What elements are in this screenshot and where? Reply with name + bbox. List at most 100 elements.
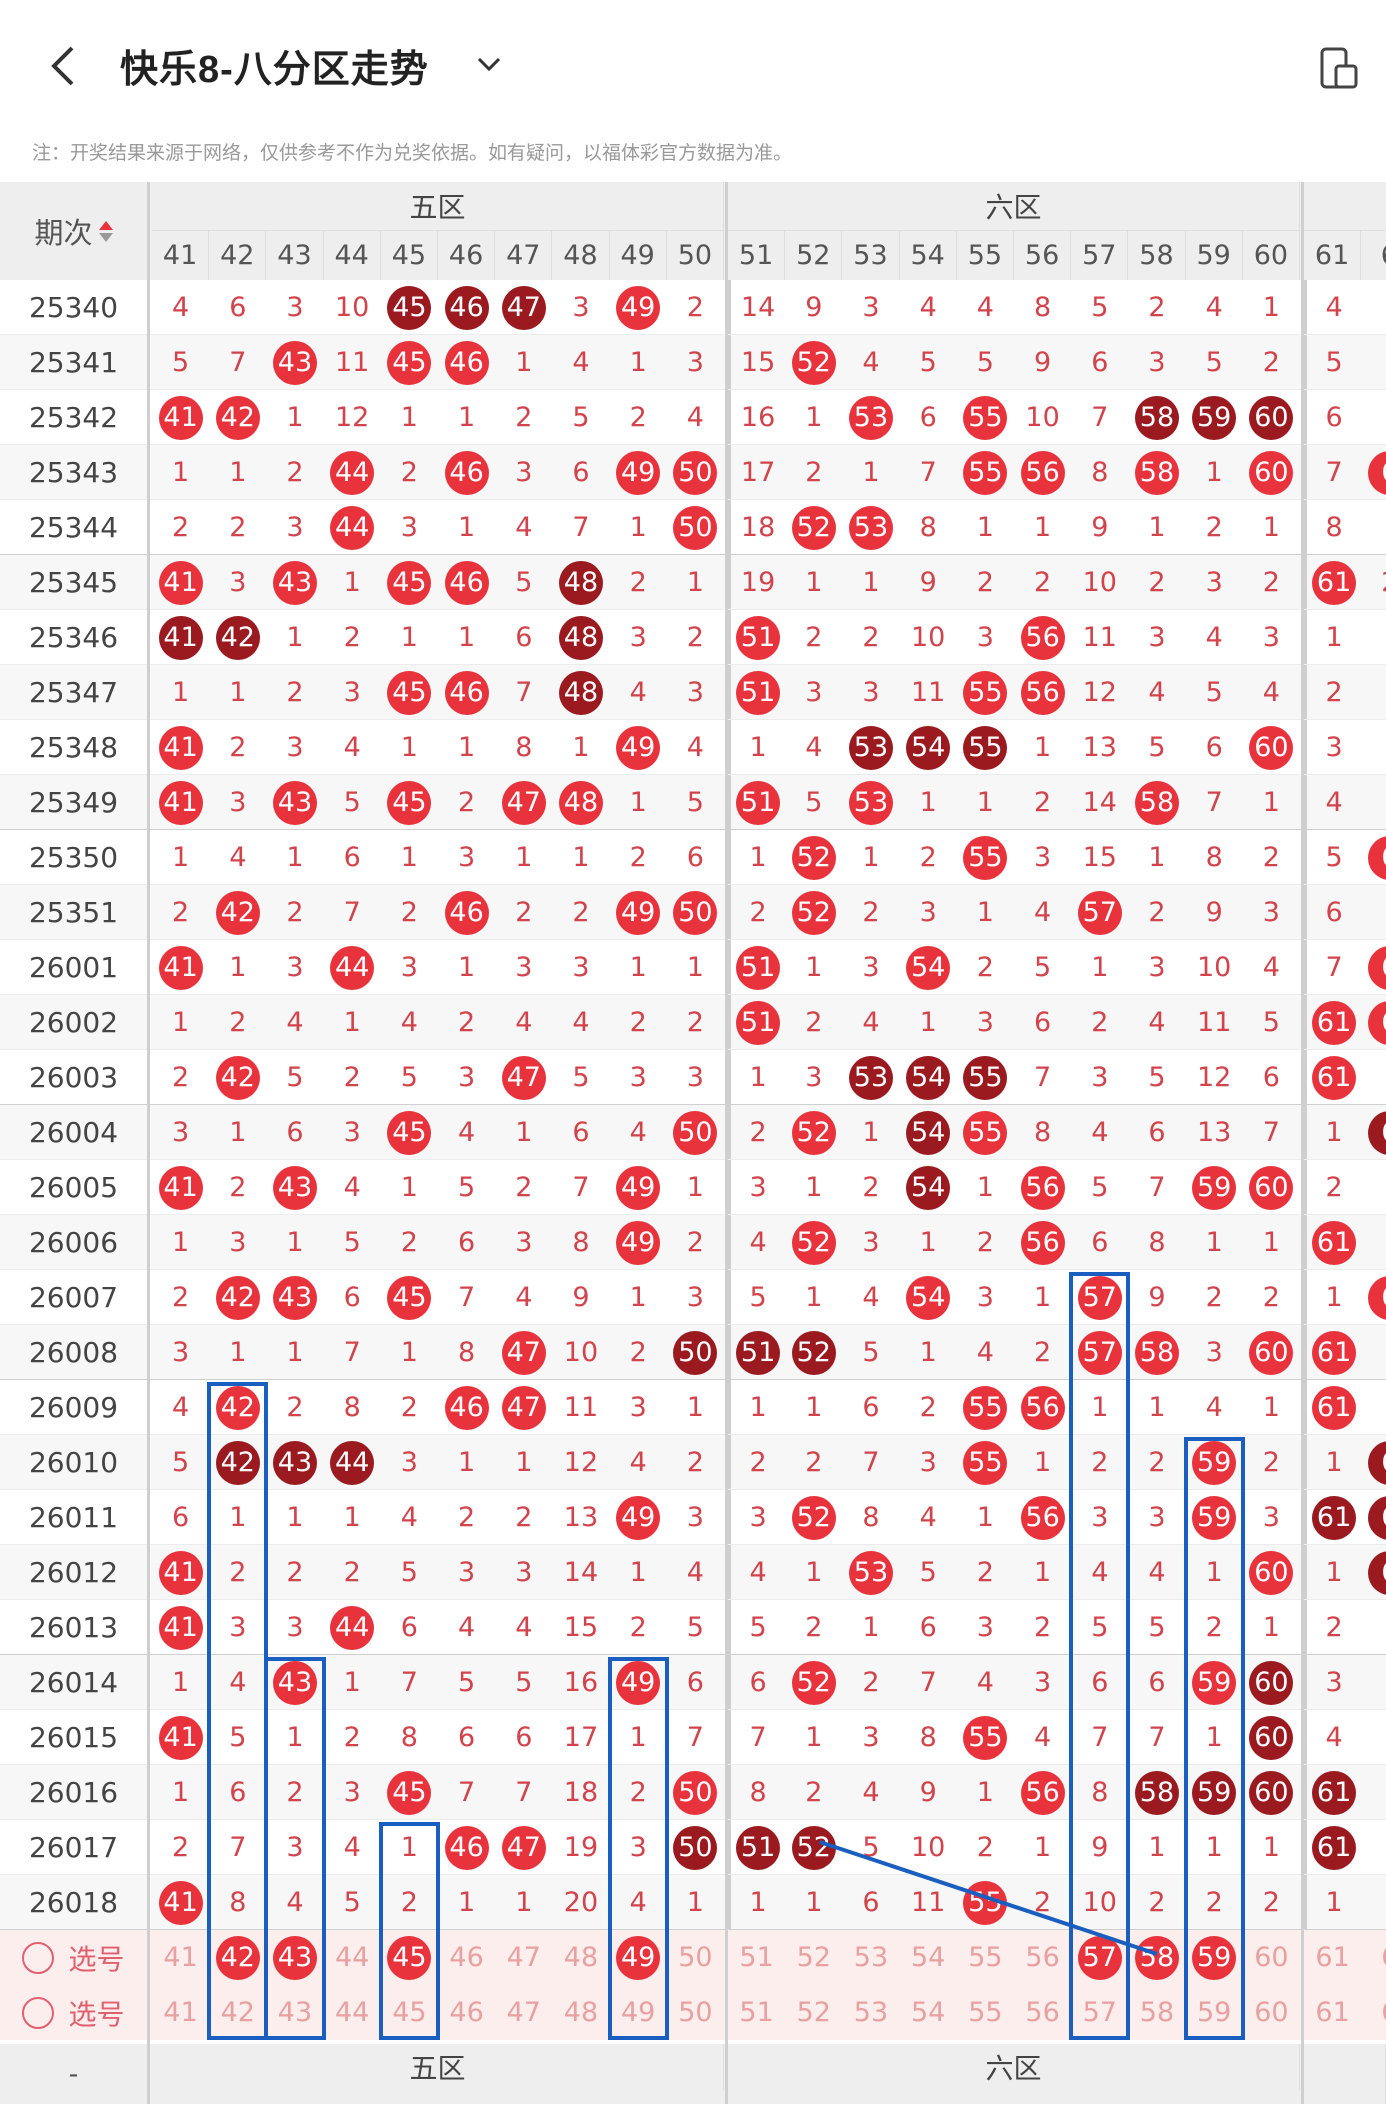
pick-number[interactable]: 52: [796, 1942, 831, 1973]
pick-number[interactable]: 50: [678, 1942, 713, 1973]
pick-number[interactable]: 46: [449, 1942, 484, 1973]
radio-icon[interactable]: [22, 1941, 55, 1974]
pick-cell[interactable]: 43: [266, 1930, 323, 1985]
pick-number[interactable]: 58: [1139, 1997, 1175, 2028]
pick-number[interactable]: 51: [739, 1942, 774, 1973]
pick-number[interactable]: 56: [1025, 1997, 1060, 2028]
pick-cell[interactable]: 45: [381, 1930, 438, 1985]
pick-cell[interactable]: 58: [1128, 1930, 1185, 1985]
pick-cell[interactable]: 42: [209, 1930, 266, 1985]
pick-cell[interactable]: 41: [152, 1930, 209, 1985]
select-row-label[interactable]: 选号: [0, 1985, 150, 2040]
pick-number[interactable]: 56: [1025, 1942, 1060, 1973]
pick-number[interactable]: 44: [335, 1997, 370, 2028]
pick-cell[interactable]: 54: [900, 1930, 957, 1985]
pick-number[interactable]: 60: [1254, 1942, 1289, 1973]
pick-number[interactable]: 41: [163, 1942, 198, 1973]
pick-cell[interactable]: 51: [728, 1930, 785, 1985]
pick-cell[interactable]: 41: [152, 1985, 209, 2040]
pick-cell[interactable]: 51: [728, 1985, 785, 2040]
pick-number[interactable]: 48: [563, 1997, 599, 2028]
pick-cell[interactable]: 48: [552, 1985, 609, 2040]
pick-number[interactable]: 61: [1315, 1942, 1350, 1973]
pick-number[interactable]: 53: [853, 1942, 889, 1973]
pick-number[interactable]: 61: [1315, 1997, 1350, 2028]
pick-cell[interactable]: 55: [957, 1985, 1014, 2040]
pick-cell[interactable]: 45: [381, 1985, 438, 2040]
tablet-icon[interactable]: [1318, 46, 1360, 90]
pick-cell[interactable]: 59: [1186, 1985, 1243, 2040]
pick-cell[interactable]: 50: [667, 1930, 724, 1985]
picked-number-ball[interactable]: 57: [1077, 1935, 1122, 1980]
pick-cell[interactable]: 52: [785, 1930, 842, 1985]
number-cell: 51: [728, 940, 785, 995]
miss-count: 4: [629, 1887, 647, 1918]
pick-cell[interactable]: 44: [324, 1985, 381, 2040]
pick-number[interactable]: 54: [911, 1997, 946, 2028]
pick-cell[interactable]: 48: [552, 1930, 609, 1985]
pick-number[interactable]: 6: [1381, 1942, 1386, 1973]
picked-number-ball[interactable]: 49: [616, 1935, 661, 1980]
pick-cell[interactable]: 49: [610, 1985, 667, 2040]
pick-cell[interactable]: 55: [957, 1930, 1014, 1985]
page-title[interactable]: 快乐8-八分区走势: [120, 49, 429, 91]
pick-cell[interactable]: 61: [1304, 1930, 1361, 1985]
picked-number-ball[interactable]: 58: [1134, 1935, 1179, 1980]
pick-cell[interactable]: 53: [842, 1930, 899, 1985]
pick-cell[interactable]: 43: [266, 1985, 323, 2040]
pick-cell[interactable]: 47: [495, 1985, 552, 2040]
pick-cell[interactable]: 57: [1071, 1930, 1128, 1985]
pick-cell[interactable]: 59: [1186, 1930, 1243, 1985]
pick-number[interactable]: 42: [220, 1997, 255, 2028]
pick-cell[interactable]: 42: [209, 1985, 266, 2040]
pick-cell[interactable]: 46: [438, 1985, 495, 2040]
picked-number-ball[interactable]: 59: [1192, 1935, 1237, 1980]
pick-number[interactable]: 41: [163, 1997, 198, 2028]
pick-number[interactable]: 48: [563, 1942, 599, 1973]
pick-cell[interactable]: 6: [1361, 1985, 1386, 2040]
pick-number[interactable]: 45: [392, 1997, 427, 2028]
pick-number[interactable]: 60: [1254, 1997, 1289, 2028]
pick-cell[interactable]: 60: [1243, 1985, 1300, 2040]
pick-cell[interactable]: 57: [1071, 1985, 1128, 2040]
picked-number-ball[interactable]: 43: [272, 1935, 317, 1980]
pick-cell[interactable]: 46: [438, 1930, 495, 1985]
pick-number[interactable]: 52: [796, 1997, 831, 2028]
pick-number[interactable]: 54: [911, 1942, 946, 1973]
picked-number-ball[interactable]: 42: [215, 1935, 260, 1980]
period-header[interactable]: 期次: [0, 182, 150, 280]
pick-cell[interactable]: 49: [610, 1930, 667, 1985]
sort-arrows-icon[interactable]: [98, 220, 113, 242]
back-arrow-icon[interactable]: [44, 44, 84, 88]
pick-number[interactable]: 44: [335, 1942, 370, 1973]
pick-number[interactable]: 47: [506, 1942, 541, 1973]
pick-number[interactable]: 6: [1381, 1997, 1386, 2028]
pick-number[interactable]: 55: [968, 1942, 1003, 1973]
pick-number[interactable]: 59: [1197, 1997, 1232, 2028]
pick-cell[interactable]: 50: [667, 1985, 724, 2040]
pick-number[interactable]: 55: [968, 1997, 1003, 2028]
pick-cell[interactable]: 47: [495, 1930, 552, 1985]
pick-number[interactable]: 47: [506, 1997, 541, 2028]
radio-icon[interactable]: [22, 1996, 55, 2029]
pick-cell[interactable]: 52: [785, 1985, 842, 2040]
pick-cell[interactable]: 61: [1304, 1985, 1361, 2040]
chevron-down-icon[interactable]: [474, 52, 504, 76]
pick-number[interactable]: 57: [1082, 1997, 1117, 2028]
pick-number[interactable]: 49: [621, 1997, 656, 2028]
pick-cell[interactable]: 60: [1243, 1930, 1300, 1985]
pick-cell[interactable]: 53: [842, 1985, 899, 2040]
pick-number[interactable]: 53: [853, 1997, 889, 2028]
pick-number[interactable]: 43: [277, 1997, 313, 2028]
pick-number[interactable]: 51: [739, 1997, 774, 2028]
picked-number-ball[interactable]: 45: [387, 1935, 432, 1980]
pick-number[interactable]: 46: [449, 1997, 484, 2028]
pick-cell[interactable]: 58: [1128, 1985, 1185, 2040]
select-row-label[interactable]: 选号: [0, 1930, 150, 1985]
pick-cell[interactable]: 44: [324, 1930, 381, 1985]
pick-cell[interactable]: 6: [1361, 1930, 1386, 1985]
pick-cell[interactable]: 54: [900, 1985, 957, 2040]
pick-cell[interactable]: 56: [1014, 1930, 1071, 1985]
pick-cell[interactable]: 56: [1014, 1985, 1071, 2040]
pick-number[interactable]: 50: [678, 1997, 713, 2028]
